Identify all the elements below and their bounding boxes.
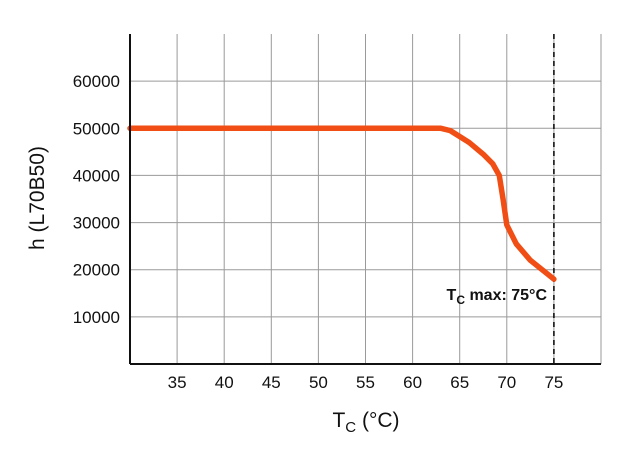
- x-axis-title-sub: C: [345, 419, 356, 436]
- x-axis-title: TC (°C): [332, 409, 399, 436]
- x-tick-label: 35: [168, 373, 187, 392]
- y-tick-label: 30000: [73, 214, 120, 233]
- x-tick-labels: 35 40 45 50 55 60 65 70 75: [168, 373, 564, 392]
- y-tick-label: 40000: [73, 166, 120, 185]
- x-axis-title-main: T: [332, 409, 345, 432]
- annotation-rest: max: 75°C: [465, 287, 547, 304]
- y-tick-labels: 10000 20000 30000 40000 50000 60000: [73, 72, 120, 327]
- x-tick-label: 70: [497, 373, 516, 392]
- series-group: [127, 125, 557, 282]
- y-tick-label: 10000: [73, 308, 120, 327]
- x-tick-label: 65: [450, 373, 469, 392]
- x-tick-label: 45: [262, 373, 281, 392]
- axes: [129, 34, 601, 365]
- tc-max-annotation: TC max: 75°C: [447, 287, 548, 307]
- grid: [130, 34, 602, 364]
- y-tick-label: 60000: [73, 72, 120, 91]
- x-tick-label: 55: [356, 373, 375, 392]
- x-tick-label: 50: [309, 373, 328, 392]
- x-axis-title-unit: (°C): [356, 409, 399, 432]
- x-tick-label: 60: [403, 373, 422, 392]
- x-tick-label: 75: [544, 373, 563, 392]
- y-axis-title: h (L70B50): [26, 146, 49, 250]
- annotation-main: T: [447, 287, 457, 304]
- x-tick-label: 40: [215, 373, 234, 392]
- annotation-sub: C: [456, 293, 465, 307]
- series-line: [127, 125, 557, 282]
- y-tick-label: 20000: [73, 261, 120, 280]
- y-tick-label: 50000: [73, 119, 120, 138]
